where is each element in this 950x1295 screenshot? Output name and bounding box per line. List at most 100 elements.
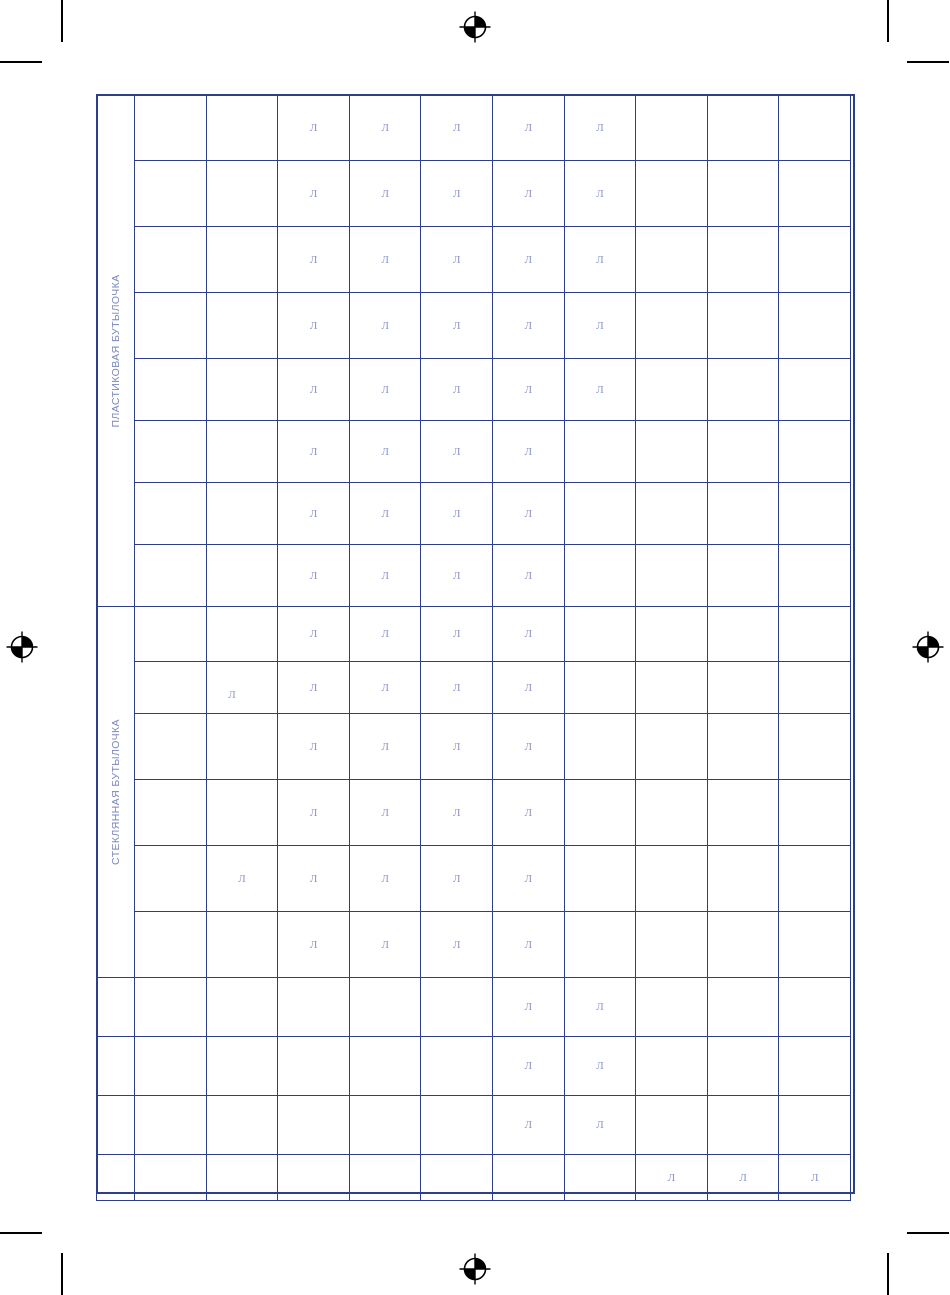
- table-cell-r4-c4: Л: [277, 292, 350, 359]
- table-cell-r12-c8: [563, 779, 637, 846]
- cell-mark: Л: [381, 121, 389, 134]
- table-cell-r18-c4: [277, 1154, 350, 1201]
- table-cell-r14-c4: Л: [277, 911, 350, 978]
- table-cell-r11-c8: [563, 713, 637, 780]
- table-cell-r13-c10: [706, 845, 780, 912]
- table-cell-r4-c5: Л: [348, 292, 422, 359]
- group-label-cell-empty: [95, 1095, 136, 1155]
- table-cell-r10-c7: Л: [492, 661, 565, 714]
- cell-mark: Л: [524, 938, 533, 951]
- table-cell-r17-c9: [635, 1095, 708, 1155]
- cell-mark: Л: [596, 1001, 604, 1013]
- table-cell-r7-c8: [563, 482, 637, 545]
- table-row: ПЛАСТИКОВАЯ БУТЫЛОЧКА Л Л Л Л Л: [95, 94, 851, 607]
- table-cell-r16-c3: [205, 1036, 279, 1096]
- table-cell-r13-c3: Л: [205, 845, 279, 912]
- cell-mark: Л: [381, 187, 389, 200]
- table-cell-r2-c10: [706, 160, 780, 227]
- cell-mark: Л: [309, 628, 318, 640]
- cell-mark: Л: [524, 569, 533, 582]
- table-cell-r18-c7: [492, 1154, 565, 1201]
- table-cell-r1-c9: [635, 94, 708, 161]
- table-cell-r14-c9: [635, 911, 708, 978]
- table-cell-r11-c4: Л: [277, 713, 350, 780]
- table-cell-r15-c8: Л: [563, 977, 637, 1037]
- cell-mark: Л: [309, 740, 318, 753]
- cell-mark: Л: [309, 121, 318, 134]
- table-cell-r16-c8: Л: [563, 1036, 637, 1096]
- cell-mark: Л: [453, 187, 461, 200]
- cell-mark: Л: [309, 569, 318, 582]
- table-cell-r15-c5: [348, 977, 422, 1037]
- table-cell-r12-c11: [778, 779, 851, 846]
- table-cell-r9-c5: Л: [348, 606, 422, 662]
- crop-mark-top-right-horizontal: [907, 61, 949, 63]
- cell-mark: Л: [453, 681, 461, 694]
- table-cell-r17-c8: Л: [563, 1095, 637, 1155]
- crop-mark-top-left-vertical: [61, 0, 63, 42]
- table-cell-r12-c4: Л: [277, 779, 350, 846]
- table-cell-r15-c4: [277, 977, 350, 1037]
- table-cell-r14-c2: [134, 911, 207, 978]
- table-cell-r16-c4: [277, 1036, 350, 1096]
- table-cell-r3-c9: [635, 226, 708, 293]
- registration-target-icon-bottom: [458, 1252, 492, 1286]
- table-cell-r8-c8: [563, 544, 637, 607]
- table-cell-r16-c6: [420, 1036, 494, 1096]
- table-cell-r16-c9: [635, 1036, 708, 1096]
- cell-mark: Л: [667, 1171, 676, 1184]
- table-cell-r17-c11: [778, 1095, 851, 1155]
- cell-mark: Л: [309, 319, 318, 332]
- table-cell-r7-c10: [706, 482, 780, 545]
- table-cell-r4-c2: [134, 292, 207, 359]
- table-cell-r6-c9: [635, 420, 708, 483]
- registration-target-icon-right: [911, 630, 945, 664]
- cell-mark: Л: [453, 507, 461, 520]
- table-cell-r9-c11: [778, 606, 851, 662]
- cell-mark: Л: [381, 383, 389, 396]
- table-cell-r6-c2: [134, 420, 207, 483]
- crop-mark-bottom-left-vertical: [61, 1253, 63, 1295]
- cell-mark: Л: [596, 1119, 604, 1131]
- table-cell-r2-c5: Л: [348, 160, 422, 227]
- cell-mark: Л: [524, 1119, 533, 1131]
- table-cell-r13-c6: Л: [420, 845, 494, 912]
- table-cell-r17-c2: [134, 1095, 207, 1155]
- table-cell-r10-c9: [635, 661, 708, 714]
- group-label-cell-empty: [95, 977, 136, 1037]
- table-cell-r6-c11: [778, 420, 851, 483]
- table-cell-r7-c7: Л: [492, 482, 565, 545]
- table-cell-r8-c6: Л: [420, 544, 494, 607]
- table-cell-r1-c6: Л: [420, 94, 494, 161]
- table-cell-r5-c10: [706, 358, 780, 421]
- table-cell-r9-c9: [635, 606, 708, 662]
- cell-mark: Л: [524, 319, 533, 332]
- table-cell-r3-c11: [778, 226, 851, 293]
- group-label-cell-empty: [95, 1154, 136, 1201]
- group-label-cell-plastic-bottle: ПЛАСТИКОВАЯ БУТЫЛОЧКА: [95, 94, 136, 607]
- table-cell-r4-c3: [205, 292, 279, 359]
- table-cell-r4-c11: [778, 292, 851, 359]
- registration-target-icon-left: [5, 630, 39, 664]
- table-cell-r17-c6: [420, 1095, 494, 1155]
- table-cell-r2-c9: [635, 160, 708, 227]
- table-cell-r1-c3: [205, 94, 279, 161]
- table-cell-r2-c7: Л: [492, 160, 565, 227]
- table-cell-r15-c11: [778, 977, 851, 1037]
- table-cell-r4-c10: [706, 292, 780, 359]
- specification-table-wrapper: ПЛАСТИКОВАЯ БУТЫЛОЧКА Л Л Л Л Л Л Л Л Л Л Л Л Л Л Л Л Л Л Л…: [95, 94, 855, 1201]
- table-cell-r1-c10: [706, 94, 780, 161]
- cell-mark: Л: [524, 1060, 533, 1072]
- table-cell-r2-c11: [778, 160, 851, 227]
- table-cell-r4-c8: Л: [563, 292, 637, 359]
- table-cell-r11-c7: Л: [492, 713, 565, 780]
- cell-mark: Л: [810, 1171, 819, 1184]
- cell-mark: Л: [524, 383, 533, 396]
- table-cell-r10-c11: [778, 661, 851, 714]
